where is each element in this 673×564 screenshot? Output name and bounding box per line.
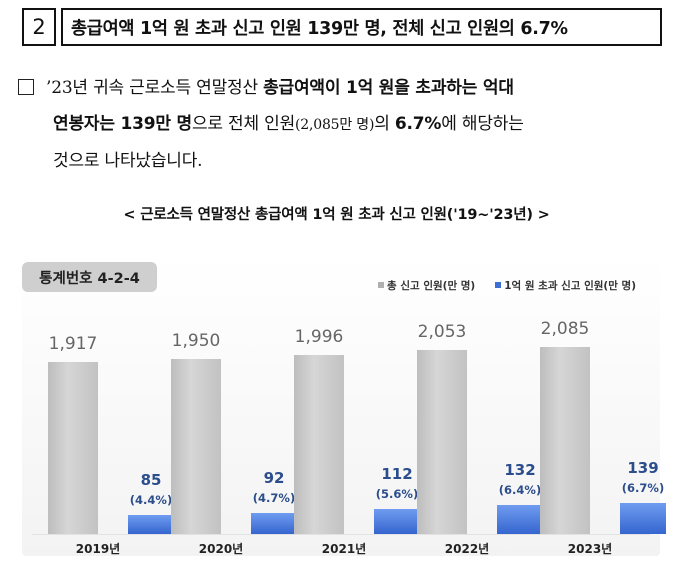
- legend-swatch-gray: [378, 282, 385, 288]
- bar-total-2020: [171, 359, 221, 534]
- bar-high-income-2021: [374, 509, 420, 534]
- paragraph-line-1: ’23년 귀속 근로소득 연말정산 총급여액이 1억 원을 초과하는 억대: [18, 70, 670, 106]
- checkbox-bullet-icon: [18, 79, 34, 95]
- text-fragment: 에 해당하는: [441, 114, 524, 134]
- x-axis-label: 2022년: [444, 542, 490, 556]
- section-title: 총급여액 1억 원 초과 신고 인원 139만 명, 전체 신고 인원의 6.7…: [61, 8, 662, 46]
- percent-label: (4.7%): [252, 491, 296, 506]
- bar-high-income-2023: [620, 503, 666, 534]
- text-fragment: 의: [374, 114, 395, 134]
- x-axis-label: 2019년: [75, 542, 121, 556]
- value-label-total: 1,917: [48, 334, 98, 355]
- chart-caption: < 근로소득 연말정산 총급여액 1억 원 초과 신고 인원('19~'23년)…: [123, 207, 550, 223]
- percent-label: (6.4%): [498, 482, 542, 497]
- value-label-total: 2,085: [540, 319, 590, 339]
- paragraph-line-2: 연봉자는 139만 명으로 전체 인원(2,085만 명)의 6.7%에 해당하…: [18, 106, 670, 143]
- text-fragment-bold: 6.7%: [394, 114, 442, 134]
- section-header: 2 총급여액 1억 원 초과 신고 인원 139만 명, 전체 신고 인원의 6…: [22, 8, 662, 46]
- stat-number-label: 통계번호 4-2-4: [22, 262, 157, 292]
- value-label-high-income: 132: [504, 460, 536, 479]
- bar-total-2023: [540, 347, 590, 534]
- bar-total-2021: [294, 354, 344, 534]
- bar-high-income-2022: [497, 504, 543, 534]
- value-label-high-income: 85: [140, 471, 162, 490]
- text-fragment-small: (2,085만 명): [295, 117, 375, 133]
- legend-item-total: 총 신고 인원(만 명): [378, 278, 475, 293]
- value-label-high-income: 139: [627, 459, 659, 477]
- text-fragment: 으로 전체 인원: [191, 114, 296, 134]
- section-number: 2: [22, 8, 56, 46]
- x-axis-label: 2023년: [567, 542, 613, 556]
- legend-item-high: 1억 원 초과 신고 인원(만 명): [495, 278, 636, 293]
- summary-paragraph: ’23년 귀속 근로소득 연말정산 총급여액이 1억 원을 초과하는 억대 연봉…: [18, 70, 670, 179]
- chart-baseline: [32, 534, 650, 535]
- x-axis-label: 2021년: [321, 542, 367, 556]
- legend-label: 총 신고 인원(만 명): [387, 280, 476, 292]
- text-fragment-bold: 총급여액이 1억 원을 초과하는 억대: [263, 78, 514, 98]
- value-label-total: 2,053: [417, 321, 467, 342]
- value-label-total: 1,950: [171, 331, 221, 352]
- value-label-high-income: 92: [263, 469, 285, 488]
- text-fragment: ’23년 귀속 근로소득 연말정산: [46, 78, 264, 98]
- bar-total-2022: [417, 349, 467, 534]
- bar-high-income-2020: [251, 513, 297, 534]
- percent-label: (4.4%): [129, 493, 173, 508]
- paragraph-line-3: 것으로 나타났습니다.: [53, 151, 203, 171]
- value-label-high-income: 112: [381, 465, 413, 484]
- chart-legend: 총 신고 인원(만 명) 1억 원 초과 신고 인원(만 명): [378, 278, 636, 293]
- bar-high-income-2019: [128, 515, 174, 534]
- x-axis-label: 2020년: [198, 542, 244, 556]
- bar-chart: 통계번호 4-2-4 총 신고 인원(만 명) 1억 원 초과 신고 인원(만 …: [22, 256, 666, 556]
- value-label-total: 1,996: [294, 326, 344, 347]
- percent-label: (5.6%): [375, 487, 419, 502]
- text-fragment-bold: 연봉자는 139만 명: [53, 114, 192, 134]
- bar-total-2019: [48, 362, 98, 534]
- legend-swatch-blue: [495, 282, 502, 288]
- legend-label: 1억 원 초과 신고 인원(만 명): [504, 280, 636, 292]
- percent-label: (6.7%): [621, 481, 665, 495]
